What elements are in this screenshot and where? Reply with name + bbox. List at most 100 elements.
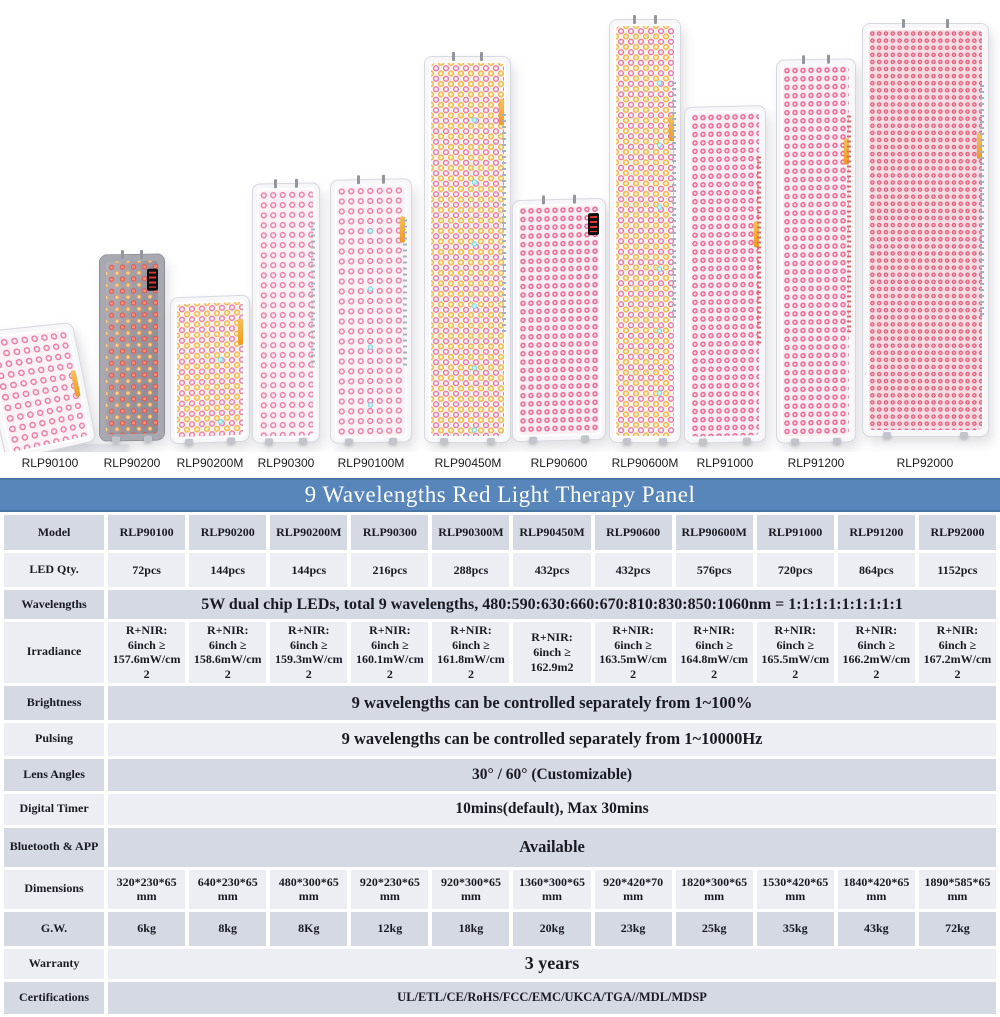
spec-cell: RLP90600 xyxy=(594,515,672,550)
hanging-hook xyxy=(632,15,636,24)
spec-table: Model RLP90100 RLP90200 RLP90200M RLP90300 RL… xyxy=(0,512,1000,1017)
stand-foot xyxy=(581,435,590,442)
row-label: Lens Angles xyxy=(4,758,105,791)
page-title: 9 Wavelengths Red Light Therapy Panel xyxy=(304,482,696,507)
spec-cell: 576pcs xyxy=(675,553,753,587)
spec-cell: RLP90200M xyxy=(270,515,348,550)
row-label: G.W. xyxy=(4,911,105,946)
spec-cell: 640*230*65 mm xyxy=(189,869,267,909)
row-label: Dimensions xyxy=(4,869,105,909)
led-array xyxy=(869,30,982,430)
spec-cell: RLP90450M xyxy=(513,515,591,550)
spec-cell: R+NIR: 6inch ≥ 163.5mW/cm2 xyxy=(594,622,672,683)
product-panel-rlp90450m xyxy=(424,52,511,444)
product-model-label: RLP90450M xyxy=(434,456,502,470)
product-model-label: RLP90300 xyxy=(257,456,315,470)
spec-span-value: Available xyxy=(108,827,996,867)
spec-cell: 23kg xyxy=(594,911,672,946)
hanging-hook xyxy=(274,179,278,189)
spec-row-irradiance: Irradiance R+NIR: 6inch ≥ 157.6mW/cm2 R+NI… xyxy=(4,622,996,683)
product-model-label: RLP90100M xyxy=(337,456,405,470)
hanging-hook xyxy=(542,195,546,205)
stand-foot xyxy=(227,437,236,444)
hanging-hook xyxy=(479,52,483,61)
spec-cell: 1890*585*65 mm xyxy=(918,869,996,909)
row-label: Model xyxy=(4,515,105,550)
led-array xyxy=(783,65,849,437)
spec-cell: 18kg xyxy=(432,911,510,946)
spec-cell: 20kg xyxy=(513,911,591,946)
spec-row-digital-timer: Digital Timer 10mins(default), Max 30mins xyxy=(4,793,996,825)
hanging-hook xyxy=(902,19,906,28)
spec-cell: 216pcs xyxy=(351,553,429,587)
spec-cell: 1152pcs xyxy=(918,553,996,587)
spec-row-pulsing: Pulsing 9 wavelengths can be controlled s… xyxy=(4,722,996,756)
spec-row-g-w-: G.W. 6kg 8kg 8Kg 12kg 18kg 20kg 23kg 25kg 35kg 43k… xyxy=(4,911,996,946)
stand-foot xyxy=(487,438,496,444)
spec-cell: 6kg xyxy=(108,911,186,946)
row-label: LED Qty. xyxy=(4,553,105,587)
stand-foot xyxy=(699,438,708,445)
spec-cell: 35kg xyxy=(756,911,834,946)
control-strip xyxy=(977,133,982,160)
stand-foot xyxy=(388,437,397,444)
hanging-hook xyxy=(382,174,386,184)
digital-display xyxy=(147,268,158,291)
led-array xyxy=(259,189,313,437)
spec-cell: R+NIR: 6inch ≥ 167.2mW/cm2 xyxy=(918,622,996,683)
row-label: Wavelengths xyxy=(4,590,105,619)
stand-foot xyxy=(111,436,120,443)
hanging-hook xyxy=(802,55,805,65)
side-vents xyxy=(847,115,851,333)
row-label: Pulsing xyxy=(4,722,105,756)
product-model-label: RLP90200M xyxy=(176,456,244,470)
spec-span-value: 5W dual chip LEDs, total 9 wavelengths, … xyxy=(108,590,996,619)
row-label: Warranty xyxy=(4,948,105,979)
product-panel-rlp91000 xyxy=(684,105,766,445)
stand-foot xyxy=(959,432,968,438)
spec-cell: 144pcs xyxy=(270,553,348,587)
product-model-label: RLP91000 xyxy=(696,456,754,470)
hanging-hook xyxy=(945,19,949,28)
stand-foot xyxy=(439,438,448,444)
row-label: Bluetooth & APP xyxy=(4,827,105,867)
product-panel-rlp90100m xyxy=(330,174,412,445)
row-label: Irradiance xyxy=(4,622,105,683)
led-array xyxy=(177,301,243,438)
spec-cell: R+NIR: 6inch ≥ 165.5mW/cm2 xyxy=(756,622,834,683)
spec-span-value: UL/ETL/CE/RoHS/FCC/EMC/UKCA/TGA//MDL/MDS… xyxy=(108,981,996,1014)
spec-row-brightness: Brightness 9 wavelengths can be controlle… xyxy=(4,685,996,720)
spec-cell: 920*300*65 mm xyxy=(432,869,510,909)
hanging-hook xyxy=(654,15,658,24)
spec-cell: 25kg xyxy=(675,911,753,946)
spec-cell: 72pcs xyxy=(108,553,186,587)
spec-cell: RLP90100 xyxy=(108,515,186,550)
spec-cell: 1530*420*65 mm xyxy=(756,869,834,909)
spec-row-led-qty-: LED Qty. 72pcs 144pcs 144pcs 216pcs 288pcs 432… xyxy=(4,553,996,587)
stand-foot xyxy=(144,435,153,442)
stand-foot xyxy=(265,438,274,445)
spec-cell: 320*230*65 mm xyxy=(108,869,186,909)
product-panel-rlp90200m xyxy=(170,294,250,445)
stand-foot xyxy=(833,437,842,444)
spec-cell: RLP91200 xyxy=(837,515,915,550)
product-panel-rlp90600 xyxy=(512,194,606,443)
spec-cell: 920*230*65 mm xyxy=(351,869,429,909)
spec-cell: 8kg xyxy=(189,911,267,946)
product-model-label: RLP91200 xyxy=(787,456,845,470)
spec-span-value: 30° / 60° (Customizable) xyxy=(108,758,996,791)
spec-cell: 288pcs xyxy=(432,553,510,587)
spec-cell: RLP90600M xyxy=(675,515,753,550)
product-showcase xyxy=(0,0,1000,461)
digital-display xyxy=(588,212,599,236)
spec-cell: R+NIR: 6inch ≥ 166.2mW/cm2 xyxy=(837,622,915,683)
hanging-hook xyxy=(827,54,830,64)
stand-foot xyxy=(622,438,631,444)
banner-title-bar: 9 Wavelengths Red Light Therapy Panel xyxy=(0,478,1000,512)
stand-foot xyxy=(298,437,307,444)
spec-cell: 720pcs xyxy=(756,553,834,587)
control-strip xyxy=(669,115,674,142)
stand-foot xyxy=(790,438,799,445)
row-label: Digital Timer xyxy=(4,793,105,825)
spec-row-warranty: Warranty 3 years xyxy=(4,948,996,979)
